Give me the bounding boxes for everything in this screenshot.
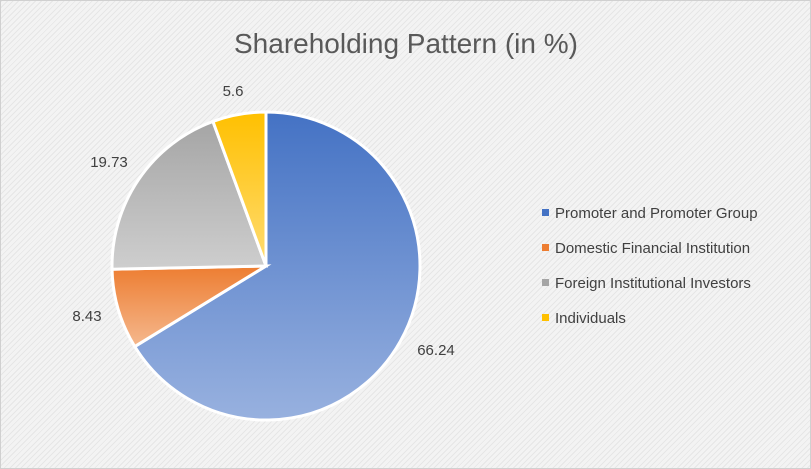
legend-swatch (542, 209, 549, 216)
data-label-foreign-institutional-investors: 19.73 (90, 154, 128, 171)
pie-slice-foreign-institutional-investors (110, 119, 269, 271)
legend-item-foreign-institutional-investors: Foreign Institutional Investors (542, 275, 751, 292)
data-labels: 66.24 8.43 19.73 5.6 (72, 83, 454, 359)
data-label-domestic-financial-institution: 8.43 (72, 308, 101, 325)
legend-label: Domestic Financial Institution (555, 240, 750, 257)
legend-swatch (542, 244, 549, 251)
legend-item-promoter-and-promoter-group: Promoter and Promoter Group (542, 205, 758, 222)
data-label-promoter-and-promoter-group: 66.24 (417, 342, 455, 359)
legend-swatch (542, 314, 549, 321)
legend-label: Individuals (555, 310, 626, 327)
pie-slice-promoter-and-promoter-group (132, 110, 422, 422)
pie-slice-individuals (210, 110, 268, 267)
legend-label: Promoter and Promoter Group (555, 205, 758, 222)
chart-title: Shareholding Pattern (in %) (234, 28, 578, 59)
legend-item-domestic-financial-institution: Domestic Financial Institution (542, 240, 750, 257)
legend-item-individuals: Individuals (542, 310, 626, 327)
legend-label: Foreign Institutional Investors (555, 275, 751, 292)
pie-slices (110, 110, 422, 422)
legend: Promoter and Promoter Group Domestic Fina… (542, 205, 758, 327)
legend-swatch (542, 279, 549, 286)
data-label-individuals: 5.6 (223, 83, 244, 100)
